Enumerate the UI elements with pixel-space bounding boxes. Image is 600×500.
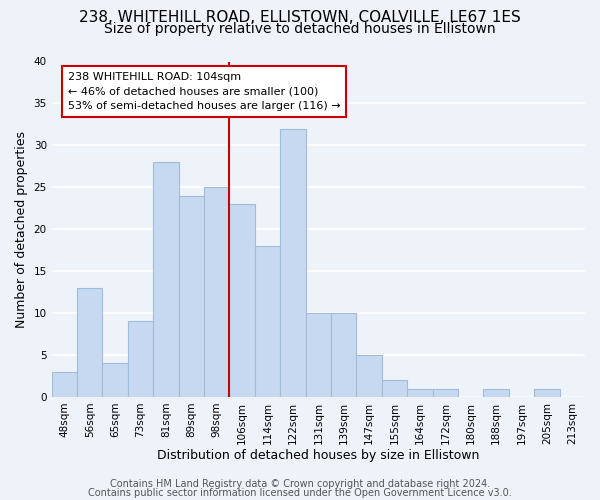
Text: 238, WHITEHILL ROAD, ELLISTOWN, COALVILLE, LE67 1ES: 238, WHITEHILL ROAD, ELLISTOWN, COALVILL… xyxy=(79,10,521,25)
Bar xyxy=(305,313,331,397)
Text: Size of property relative to detached houses in Ellistown: Size of property relative to detached ho… xyxy=(104,22,496,36)
Bar xyxy=(407,388,433,397)
Bar xyxy=(280,128,305,397)
Bar xyxy=(255,246,280,397)
Text: Contains HM Land Registry data © Crown copyright and database right 2024.: Contains HM Land Registry data © Crown c… xyxy=(110,479,490,489)
Bar xyxy=(356,355,382,397)
Bar xyxy=(103,364,128,397)
Bar xyxy=(484,388,509,397)
Text: 238 WHITEHILL ROAD: 104sqm
← 46% of detached houses are smaller (100)
53% of sem: 238 WHITEHILL ROAD: 104sqm ← 46% of deta… xyxy=(68,72,340,111)
Bar xyxy=(229,204,255,397)
Y-axis label: Number of detached properties: Number of detached properties xyxy=(15,130,28,328)
Bar xyxy=(433,388,458,397)
Bar xyxy=(52,372,77,397)
Bar xyxy=(179,196,204,397)
Bar xyxy=(382,380,407,397)
Bar xyxy=(77,288,103,397)
Bar xyxy=(204,188,229,397)
Bar xyxy=(331,313,356,397)
Bar xyxy=(534,388,560,397)
Bar xyxy=(153,162,179,397)
X-axis label: Distribution of detached houses by size in Ellistown: Distribution of detached houses by size … xyxy=(157,450,479,462)
Bar xyxy=(128,322,153,397)
Text: Contains public sector information licensed under the Open Government Licence v3: Contains public sector information licen… xyxy=(88,488,512,498)
